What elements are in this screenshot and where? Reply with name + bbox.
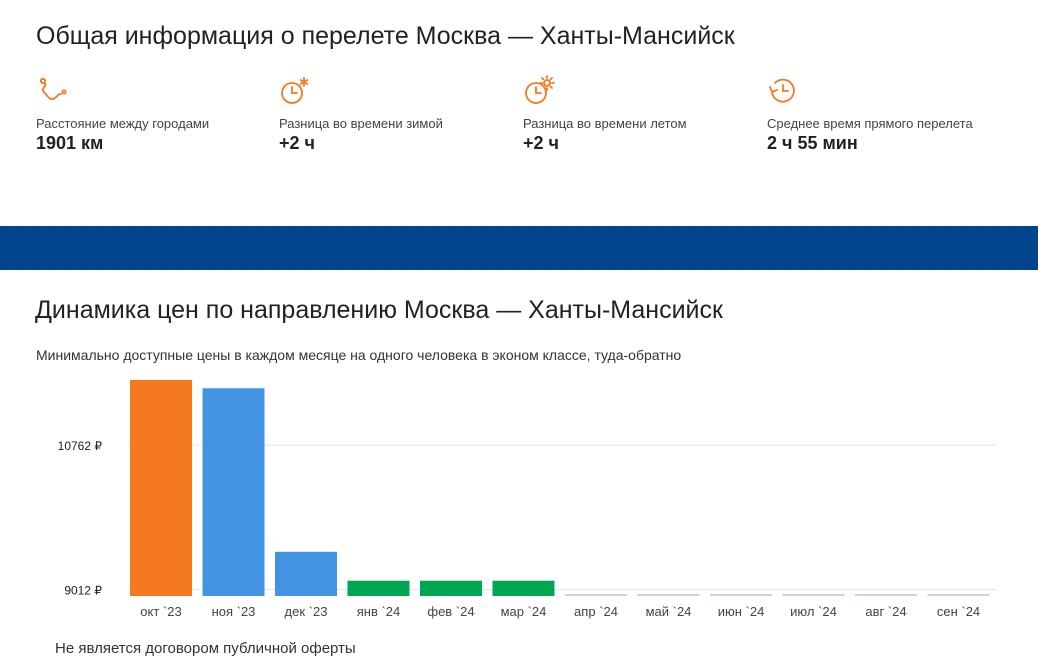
price-bar-empty xyxy=(927,594,990,596)
info-item-flight-time: Среднее время прямого перелета 2 ч 55 ми… xyxy=(767,74,997,153)
price-dynamics-subtitle: Минимально доступные цены в каждом месяц… xyxy=(36,347,682,363)
flight-time-icon xyxy=(769,78,795,103)
x-tick-label: окт `23 xyxy=(140,604,181,619)
info-value: 2 ч 55 мин xyxy=(767,133,858,153)
price-chart: 11637 ₽ 10762 ₽ 9012 ₽ окт `23 ноя `23 дек `2… xyxy=(58,380,996,619)
info-value: 1901 км xyxy=(36,133,104,153)
blue-band xyxy=(0,226,1038,270)
price-bar-empty xyxy=(565,594,627,596)
price-bar xyxy=(275,551,337,596)
x-tick-label: мар `24 xyxy=(501,604,547,619)
summer-clock-icon xyxy=(525,75,555,104)
price-bar-empty xyxy=(637,594,700,596)
y-tick-label: 9012 ₽ xyxy=(64,584,102,598)
info-value: +2 ч xyxy=(523,133,559,153)
price-bar-empty xyxy=(710,594,772,596)
price-bar-empty xyxy=(855,594,917,596)
price-bar xyxy=(420,580,482,596)
x-tick-label: апр `24 xyxy=(574,604,618,619)
info-label: Разница во времени летом xyxy=(523,116,687,131)
x-tick-label: июн `24 xyxy=(718,604,765,619)
route-icon xyxy=(39,77,67,101)
x-tick-label: фев `24 xyxy=(427,604,474,619)
info-label: Расстояние между городами xyxy=(36,116,210,131)
offer-disclaimer: Не является договором публичной оферты xyxy=(55,640,356,657)
info-item-winter-diff: Разница во времени зимой +2 ч xyxy=(279,74,509,153)
x-tick-label: июл `24 xyxy=(790,604,837,619)
info-label: Разница во времени зимой xyxy=(279,116,443,131)
price-bar xyxy=(202,388,265,596)
price-bar-empty xyxy=(782,594,845,596)
x-tick-label: дек `23 xyxy=(285,604,328,619)
y-tick-label: 11637 ₽ xyxy=(59,380,103,381)
y-tick-label: 10762 ₽ xyxy=(58,439,103,453)
x-tick-label: май `24 xyxy=(646,604,692,619)
x-tick-label: авг `24 xyxy=(865,604,906,619)
info-title: Общая информация о перелете Москва — Хан… xyxy=(36,22,735,50)
info-item-distance: Расстояние между городами 1901 км xyxy=(36,74,266,153)
info-value: +2 ч xyxy=(279,133,315,153)
x-tick-label: сен `24 xyxy=(937,604,980,619)
info-item-summer-diff: Разница во времени летом +2 ч xyxy=(523,74,753,153)
x-tick-label: янв `24 xyxy=(357,604,401,619)
x-tick-label: ноя `23 xyxy=(212,604,256,619)
info-label: Среднее время прямого перелета xyxy=(767,116,973,131)
winter-clock-icon xyxy=(281,77,309,104)
price-bar xyxy=(347,580,410,596)
price-bar xyxy=(130,380,192,596)
price-dynamics-title: Динамика цен по направлению Москва — Хан… xyxy=(35,296,723,324)
price-bar xyxy=(492,580,555,596)
